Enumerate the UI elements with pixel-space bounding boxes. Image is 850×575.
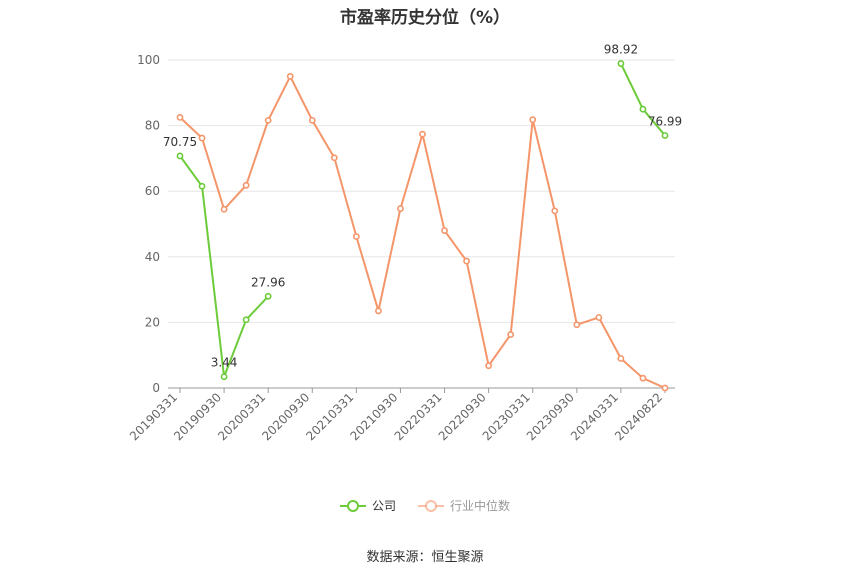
industry-median-point — [573, 321, 581, 329]
company-point — [176, 152, 184, 160]
series-layer — [176, 60, 669, 392]
industry-median-point — [529, 116, 537, 124]
chart-title: 市盈率历史分位（%） — [339, 8, 511, 28]
industry-median-point — [176, 114, 184, 121]
company-data-label: 70.75 — [163, 135, 197, 149]
industry-median-point — [485, 362, 493, 370]
industry-median-point — [617, 355, 625, 362]
grid-lines — [168, 59, 675, 389]
x-tick-label: 20240822 — [612, 390, 665, 443]
industry-median-point — [595, 314, 603, 321]
company-point — [198, 182, 206, 190]
industry-median-point — [397, 205, 404, 212]
industry-median-point — [463, 257, 470, 265]
data-label-layer: 70.75 3.44 27.96 98.92 76.99 — [163, 43, 682, 370]
company-data-label: 27.96 — [251, 275, 285, 289]
x-axis: 2019033120190930202003312020093020210331… — [127, 387, 675, 443]
y-tick-label: 100 — [137, 53, 160, 67]
industry-median-point — [352, 233, 360, 240]
company-point — [639, 105, 647, 113]
legend-item-company[interactable]: 公司 — [339, 497, 396, 514]
company-point — [242, 316, 250, 324]
company-point — [264, 292, 272, 300]
company-point — [661, 132, 669, 139]
industry-median-point — [419, 130, 426, 138]
industry-median-point — [308, 116, 316, 124]
industry-median-point — [198, 134, 206, 142]
industry-median-point — [639, 374, 647, 382]
legend-industry-label: 行业中位数 — [450, 499, 511, 513]
legend-item-industry-median[interactable]: 行业中位数 — [418, 497, 510, 514]
industry-median-point — [375, 307, 382, 315]
y-tick-label: 80 — [145, 119, 160, 133]
y-tick-label: 40 — [145, 250, 160, 264]
y-tick-label: 0 — [152, 381, 160, 395]
y-tick-label: 60 — [145, 184, 160, 198]
company-line — [179, 155, 269, 378]
industry-median-point — [264, 116, 272, 124]
industry-median-point — [507, 331, 515, 338]
industry-median-point — [242, 181, 250, 189]
industry-median-line — [179, 74, 666, 389]
industry-median-point — [661, 384, 669, 392]
industry-median-point — [220, 205, 228, 213]
company-data-label: 3.44 — [211, 356, 238, 370]
industry-median-point — [551, 207, 559, 215]
legend: 公司 行业中位数 — [0, 497, 850, 514]
industry-median-point — [286, 73, 294, 80]
company-point — [220, 373, 228, 381]
line-chart: 0 20 40 60 80 100 201903312019093020200331202… — [127, 43, 682, 444]
industry-median-point — [441, 227, 448, 234]
industry-median-point — [330, 154, 338, 162]
company-data-label: 98.92 — [604, 43, 638, 57]
legend-industry-icon — [418, 499, 444, 512]
data-source: 数据来源：恒生聚源 — [366, 550, 484, 565]
y-axis: 0 20 40 60 80 100 — [137, 53, 160, 395]
company-point — [617, 60, 625, 67]
legend-company-label: 公司 — [371, 499, 396, 513]
company-data-label: 76.99 — [648, 114, 682, 128]
y-tick-label: 20 — [145, 315, 160, 329]
legend-company-icon — [339, 499, 366, 512]
